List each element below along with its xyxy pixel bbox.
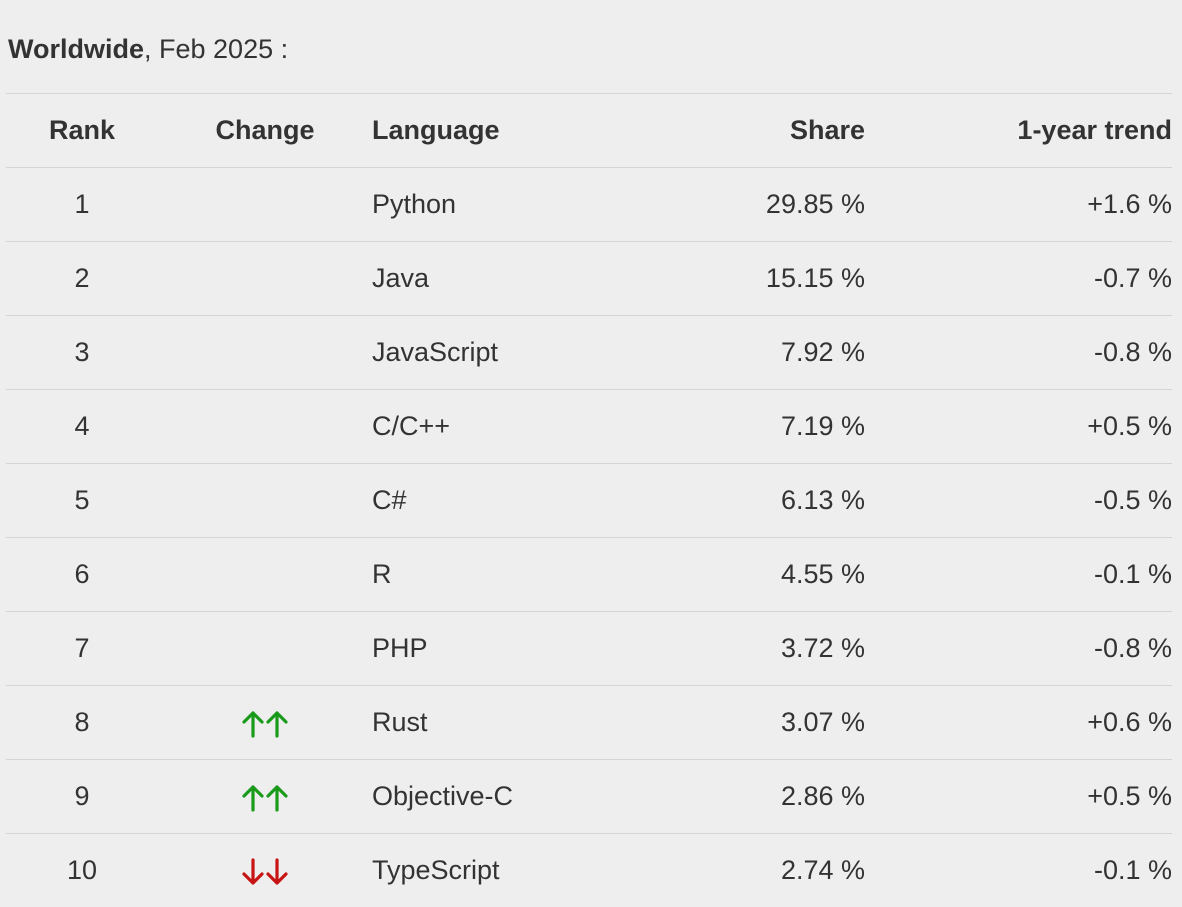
trend-cell: +0.5 % [865,390,1172,464]
trend-cell: -0.7 % [865,242,1172,316]
trend-cell: +1.6 % [865,168,1172,242]
trend-cell: -0.8 % [865,612,1172,686]
up-arrow-icon [241,784,265,812]
rank-cell: 7 [6,612,158,686]
rank-cell: 4 [6,390,158,464]
language-cell: Java [372,242,662,316]
down-arrow-icon [265,858,289,886]
language-cell: JavaScript [372,316,662,390]
change-cell [158,464,372,538]
up-arrow-icon [241,710,265,738]
header-language: Language [372,94,662,168]
rank-cell: 9 [6,760,158,834]
up-arrow-icon [265,710,289,738]
share-cell: 2.86 % [662,760,865,834]
rank-cell: 6 [6,538,158,612]
change-cell [158,168,372,242]
header-rank: Rank [6,94,158,168]
language-cell: PHP [372,612,662,686]
period-label: , Feb 2025 : [144,34,288,64]
region-label: Worldwide [8,34,144,64]
share-cell: 7.92 % [662,316,865,390]
share-cell: 4.55 % [662,538,865,612]
header-trend: 1-year trend [865,94,1172,168]
trend-cell: +0.5 % [865,760,1172,834]
share-cell: 3.72 % [662,612,865,686]
rank-cell: 5 [6,464,158,538]
rank-cell: 1 [6,168,158,242]
change-cell [158,242,372,316]
table-header-row: Rank Change Language Share 1-year trend [6,94,1172,168]
share-cell: 3.07 % [662,686,865,760]
rank-cell: 2 [6,242,158,316]
change-cell [158,316,372,390]
language-cell: C/C++ [372,390,662,464]
language-cell: Objective-C [372,760,662,834]
language-cell: C# [372,464,662,538]
change-cell-double-up-arrow-icon [158,760,372,834]
change-cell [158,612,372,686]
trend-cell: +0.6 % [865,686,1172,760]
change-cell [158,390,372,464]
language-cell: Rust [372,686,662,760]
change-cell [158,538,372,612]
trend-cell: -0.1 % [865,538,1172,612]
table-row: 5 C#6.13 %-0.5 % [6,464,1172,538]
trend-cell: -0.8 % [865,316,1172,390]
up-arrow-icon [265,784,289,812]
language-cell: R [372,538,662,612]
header-change: Change [158,94,372,168]
share-cell: 15.15 % [662,242,865,316]
language-cell: Python [372,168,662,242]
rank-cell: 8 [6,686,158,760]
share-cell: 29.85 % [662,168,865,242]
rank-cell: 3 [6,316,158,390]
trend-cell: -0.5 % [865,464,1172,538]
header-share: Share [662,94,865,168]
table-caption: Worldwide, Feb 2025 : [8,34,288,65]
share-cell: 6.13 % [662,464,865,538]
down-arrow-icon [241,858,265,886]
table-row: 4 C/C++7.19 %+0.5 % [6,390,1172,464]
share-cell: 7.19 % [662,390,865,464]
change-cell-double-up-arrow-icon [158,686,372,760]
language-ranking-table: Rank Change Language Share 1-year trend … [6,93,1172,907]
